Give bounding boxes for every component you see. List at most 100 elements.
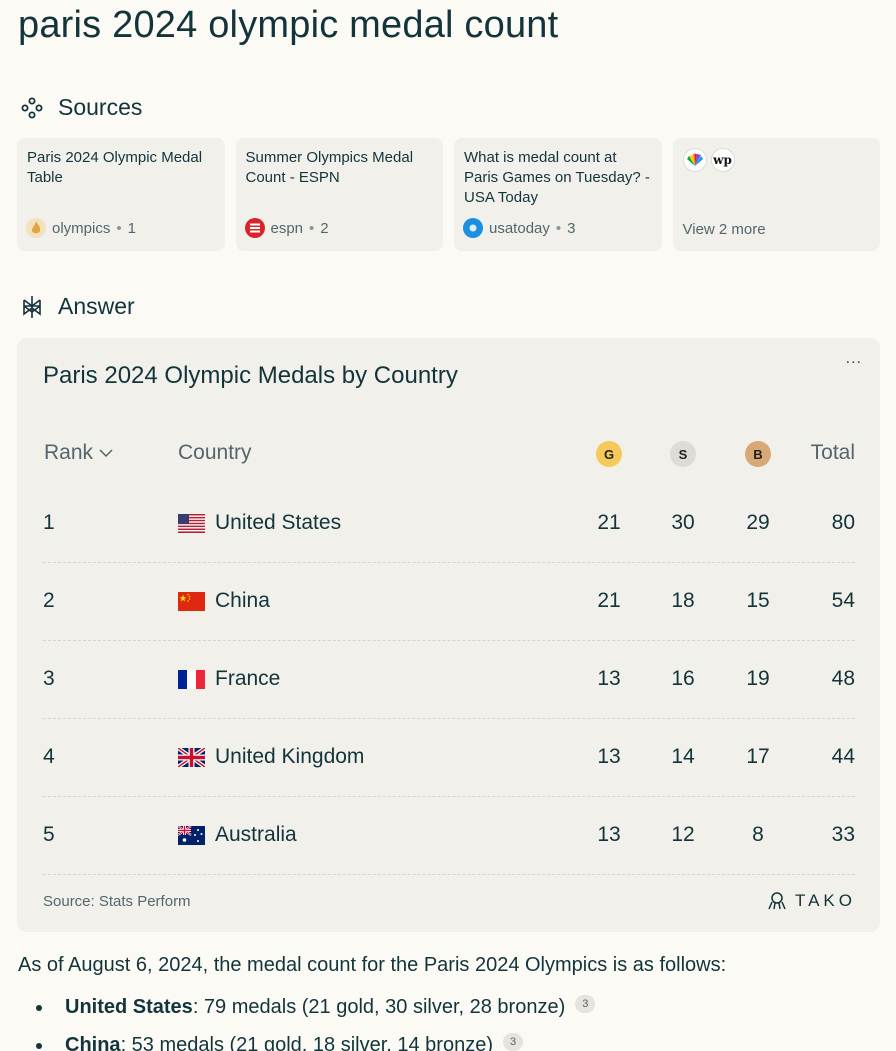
source-title: What is medal count at Paris Games on Tu…: [464, 149, 650, 206]
china-flag-icon: [178, 591, 205, 611]
gold-count: 13: [597, 823, 621, 846]
country-column-header: Country: [178, 441, 252, 464]
separator-dot: •: [555, 219, 562, 237]
tako-label: TAKO: [794, 891, 856, 910]
rank-cell: 4: [43, 745, 55, 768]
silver-count: 12: [671, 823, 695, 846]
bullet-country: United States: [65, 996, 193, 1018]
answer-bullet-list: United States: 79 medals (21 gold, 30 si…: [36, 993, 596, 1051]
bronze-medal-badge: B: [745, 441, 771, 467]
sources-list: Paris 2024 Olympic Medal Table olympics …: [17, 138, 880, 251]
silver-count: 30: [671, 511, 695, 534]
row-divider: [43, 718, 855, 719]
bronze-count: 29: [746, 511, 770, 534]
total-count: 44: [831, 745, 855, 768]
view-more-label: View 2 more: [682, 221, 766, 238]
washington-post-icon: wp: [710, 148, 735, 172]
total-count: 48: [831, 667, 855, 690]
bronze-count: 17: [746, 745, 770, 768]
gold-count: 13: [597, 667, 621, 690]
tako-logo-icon: [768, 892, 786, 910]
gold-medal-badge: G: [596, 441, 622, 467]
source-index: 3: [567, 219, 576, 237]
tako-brand-link[interactable]: TAKO: [767, 891, 856, 911]
query-title: paris 2024 olympic medal count: [18, 4, 559, 46]
list-item: United States: 79 medals (21 gold, 30 si…: [36, 993, 596, 1031]
table-row: 1 United States 21 30 29 80: [43, 485, 855, 563]
separator-dot: •: [309, 219, 315, 237]
nbc-peacock-icon: [682, 148, 707, 172]
olympics-flame-icon: [26, 218, 46, 238]
france-flag-icon: [178, 669, 205, 689]
source-index: 2: [320, 219, 329, 237]
source-site: usatoday: [489, 219, 550, 237]
bullet-country: China: [65, 1034, 121, 1051]
source-meta: olympics • 1: [26, 218, 136, 238]
uk-flag-icon: [178, 747, 205, 767]
australia-flag-icon: [178, 825, 205, 845]
chevron-down-icon: [99, 449, 113, 458]
perplexity-logo-icon: [23, 295, 41, 318]
table-row: 3 France 13 16 19 48: [43, 641, 855, 719]
bronze-count: 15: [746, 589, 770, 612]
source-card-espn[interactable]: Summer Olympics Medal Count - ESPN espn …: [235, 138, 443, 251]
separator-dot: •: [116, 219, 122, 237]
rank-column-header[interactable]: Rank: [44, 441, 113, 465]
list-item: China: 53 medals (21 gold, 18 silver, 14…: [36, 1031, 595, 1051]
source-index: 1: [127, 219, 136, 237]
rank-header-label: Rank: [44, 441, 94, 464]
medal-table-card: Paris 2024 Olympic Medals by Country ...…: [17, 338, 880, 932]
answer-label: Answer: [58, 293, 135, 319]
sources-heading: Sources: [20, 94, 142, 121]
bullet-text: : 53 medals (21 gold, 18 silver, 14 bron…: [120, 1034, 493, 1051]
country-cell: France: [178, 667, 280, 691]
usatoday-icon: [463, 218, 483, 238]
view-more-sources-button[interactable]: wp View 2 more: [672, 138, 880, 251]
bronze-count: 8: [752, 823, 764, 846]
bullet-text: : 79 medals (21 gold, 30 silver, 28 bron…: [192, 996, 566, 1018]
country-cell: United States: [178, 511, 341, 535]
country-name: Australia: [215, 823, 297, 846]
table-row: 2 China 21 18 15 54: [43, 563, 855, 641]
row-divider: [43, 562, 855, 563]
table-row: 4 United Kingdom 13 14 17 44: [43, 719, 855, 797]
country-name: China: [215, 589, 270, 612]
country-cell: China: [178, 589, 270, 613]
gold-count: 21: [597, 511, 621, 534]
source-title: Paris 2024 Olympic Medal Table: [27, 149, 203, 186]
row-divider: [43, 874, 855, 875]
more-options-button[interactable]: ...: [845, 350, 862, 367]
country-name: United Kingdom: [215, 745, 365, 768]
gold-count: 21: [597, 589, 621, 612]
answer-summary: As of August 6, 2024, the medal count fo…: [18, 954, 727, 976]
total-count: 54: [831, 589, 855, 612]
source-card-olympics[interactable]: Paris 2024 Olympic Medal Table olympics …: [17, 138, 225, 251]
source-card-usatoday[interactable]: What is medal count at Paris Games on Tu…: [454, 138, 662, 251]
total-count: 33: [831, 823, 855, 846]
total-column-header: Total: [810, 441, 855, 464]
row-divider: [43, 640, 855, 641]
us-flag-icon: [178, 513, 205, 533]
rank-cell: 5: [43, 823, 55, 846]
rank-cell: 3: [43, 667, 55, 690]
more-source-icons: wp: [682, 148, 871, 172]
source-site: espn: [270, 219, 304, 237]
rank-cell: 1: [43, 511, 55, 534]
table-row: 5 Australia 13 12 8 33: [43, 797, 855, 875]
country-cell: United Kingdom: [178, 745, 364, 769]
sources-icon: [21, 97, 43, 118]
citation-badge[interactable]: 3: [503, 1033, 523, 1051]
source-meta: espn • 2: [244, 218, 329, 238]
row-divider: [43, 796, 855, 797]
source-meta: usatoday • 3: [463, 218, 576, 238]
silver-count: 18: [671, 589, 695, 612]
silver-count: 14: [671, 745, 695, 768]
citation-badge[interactable]: 3: [575, 995, 596, 1013]
gold-count: 13: [597, 745, 621, 768]
rank-cell: 2: [43, 589, 55, 612]
silver-count: 16: [671, 667, 695, 690]
table-source-note: Source: Stats Perform: [43, 893, 191, 910]
source-site: olympics: [52, 219, 111, 237]
espn-icon: [244, 218, 265, 238]
country-name: France: [215, 667, 281, 690]
